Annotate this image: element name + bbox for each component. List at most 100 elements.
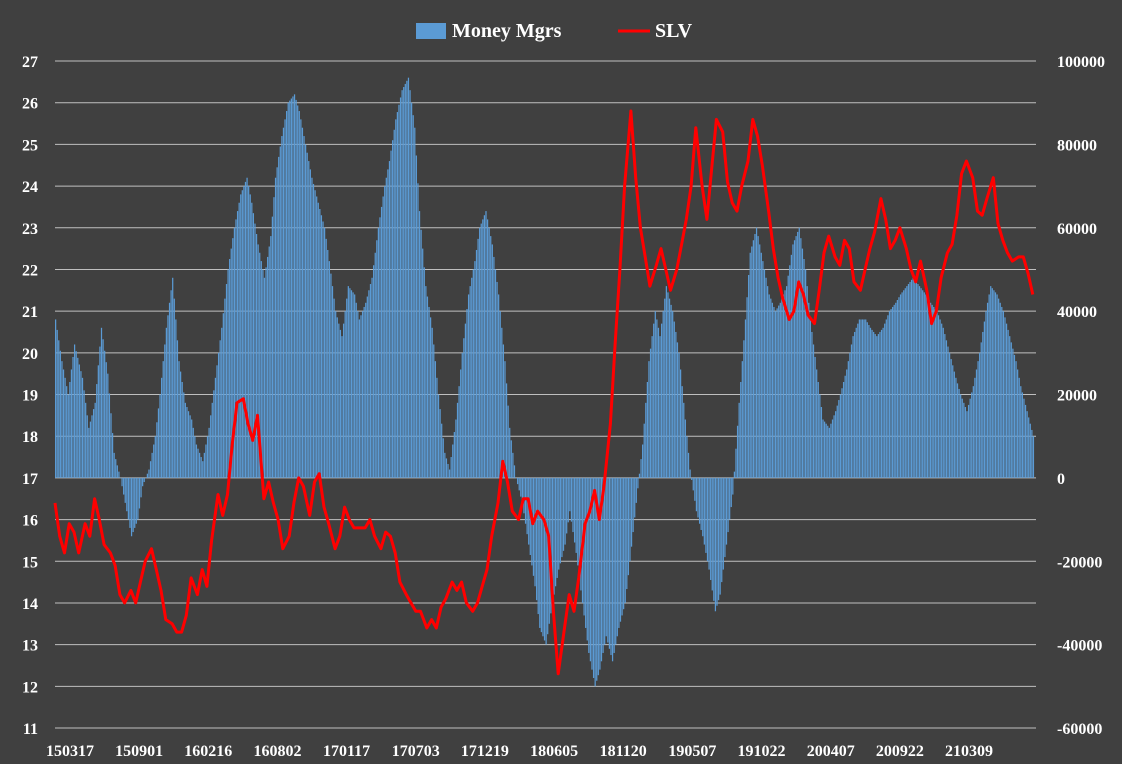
money-mgrs-bar: [323, 227, 326, 478]
money-mgrs-bar: [471, 277, 473, 478]
money-mgrs-bar: [325, 238, 327, 478]
money-mgrs-bar: [274, 177, 277, 478]
money-mgrs-bar: [249, 194, 251, 478]
money-mgrs-bar: [692, 477, 694, 491]
money-mgrs-bar: [409, 90, 411, 478]
money-mgrs-bar: [820, 407, 823, 478]
money-mgrs-bar: [298, 111, 300, 478]
left-tick-label: 27: [22, 54, 38, 71]
money-mgrs-bar: [619, 477, 622, 622]
money-mgrs-bar: [912, 277, 914, 478]
money-mgrs-bar: [115, 459, 117, 478]
money-mgrs-bar: [996, 294, 998, 478]
money-mgrs-bar: [811, 331, 813, 478]
money-mgrs-bar: [233, 227, 236, 478]
money-mgrs-bar: [630, 477, 633, 547]
money-mgrs-bar: [297, 105, 299, 478]
money-mgrs-bar: [986, 302, 989, 478]
money-mgrs-bar: [466, 309, 468, 478]
money-mgrs-bar: [444, 452, 446, 478]
money-mgrs-bar: [517, 477, 519, 485]
money-mgrs-bar: [482, 219, 484, 478]
money-mgrs-bar: [202, 461, 204, 478]
money-mgrs-bar: [406, 80, 408, 478]
money-mgrs-bar: [844, 375, 846, 478]
money-mgrs-bar: [528, 477, 530, 545]
money-mgrs-bar: [865, 319, 867, 478]
money-mgrs-bar: [183, 392, 185, 478]
money-mgrs-bar: [896, 300, 898, 478]
x-tick-label: 150317: [46, 743, 94, 760]
money-mgrs-bar: [276, 167, 278, 478]
money-mgrs-bar: [89, 421, 92, 478]
money-mgrs-bar: [852, 336, 854, 478]
money-mgrs-bar: [423, 267, 425, 478]
money-mgrs-bar: [510, 440, 512, 478]
money-mgrs-bar: [94, 402, 96, 478]
money-mgrs-bar: [998, 298, 1000, 478]
money-mgrs-bar: [293, 94, 296, 478]
money-mgrs-bar: [922, 290, 924, 478]
money-mgrs-bar: [661, 323, 663, 478]
money-mgrs-bar: [257, 244, 259, 478]
money-mgrs-bar: [928, 300, 930, 478]
money-mgrs-bar: [842, 381, 845, 478]
money-mgrs-bar: [70, 369, 73, 478]
money-mgrs-bar: [418, 211, 421, 478]
money-mgrs-bar: [854, 331, 856, 478]
money-mgrs-bar: [550, 477, 552, 614]
money-mgrs-bar: [316, 196, 318, 478]
money-mgrs-bar: [376, 240, 378, 478]
money-mgrs-bar: [754, 234, 756, 478]
money-mgrs-bar: [588, 477, 590, 653]
money-mgrs-bar: [110, 413, 112, 478]
money-mgrs-bar: [944, 334, 946, 478]
money-mgrs-bar: [749, 252, 751, 478]
money-mgrs-bar: [287, 102, 289, 478]
money-mgrs-bar: [714, 477, 717, 612]
money-mgrs-bar: [774, 311, 777, 478]
money-mgrs-bar: [304, 144, 307, 478]
money-mgrs-bar: [681, 386, 683, 478]
money-mgrs-bar: [322, 221, 324, 478]
money-mgrs-bar: [803, 259, 805, 478]
money-mgrs-bar: [972, 386, 974, 478]
money-mgrs-bar: [328, 261, 330, 478]
money-mgrs-bar: [175, 319, 177, 478]
money-mgrs-bar: [347, 286, 349, 478]
money-mgrs-bar: [455, 419, 457, 478]
money-mgrs-bar: [694, 477, 696, 501]
money-mgrs-bar: [920, 288, 922, 478]
money-mgrs-bar: [143, 477, 145, 483]
money-mgrs-bar: [817, 381, 819, 478]
money-mgrs-bar: [134, 477, 136, 528]
money-mgrs-bar: [605, 477, 607, 637]
left-tick-label: 14: [22, 596, 38, 613]
money-mgrs-bar: [341, 336, 343, 478]
money-mgrs-bar: [187, 411, 190, 478]
money-mgrs-bar: [835, 411, 837, 478]
money-mgrs-bar: [733, 471, 736, 478]
money-mgrs-bar: [569, 477, 571, 512]
money-mgrs-bar: [567, 477, 569, 523]
money-mgrs-bar: [1002, 311, 1005, 478]
money-mgrs-bar: [373, 265, 375, 478]
money-mgrs-bar: [828, 427, 830, 478]
money-mgrs-bar: [164, 344, 166, 478]
money-mgrs-bar: [262, 269, 264, 478]
money-mgrs-bar: [306, 152, 308, 478]
money-mgrs-bar: [178, 361, 180, 478]
money-mgrs-bar: [116, 465, 118, 478]
money-mgrs-bar: [634, 477, 636, 518]
money-mgrs-bar: [460, 369, 462, 478]
money-mgrs-bar: [629, 477, 631, 562]
money-mgrs-bar: [167, 315, 169, 478]
money-mgrs-bar: [759, 244, 761, 478]
x-tick-label: 191022: [738, 743, 786, 760]
money-mgrs-bar: [646, 381, 648, 478]
money-mgrs-bar: [982, 331, 984, 478]
money-mgrs-bar: [59, 350, 61, 478]
money-mgrs-bar: [765, 277, 767, 478]
money-mgrs-bar: [477, 238, 479, 478]
money-mgrs-bar: [662, 311, 664, 478]
